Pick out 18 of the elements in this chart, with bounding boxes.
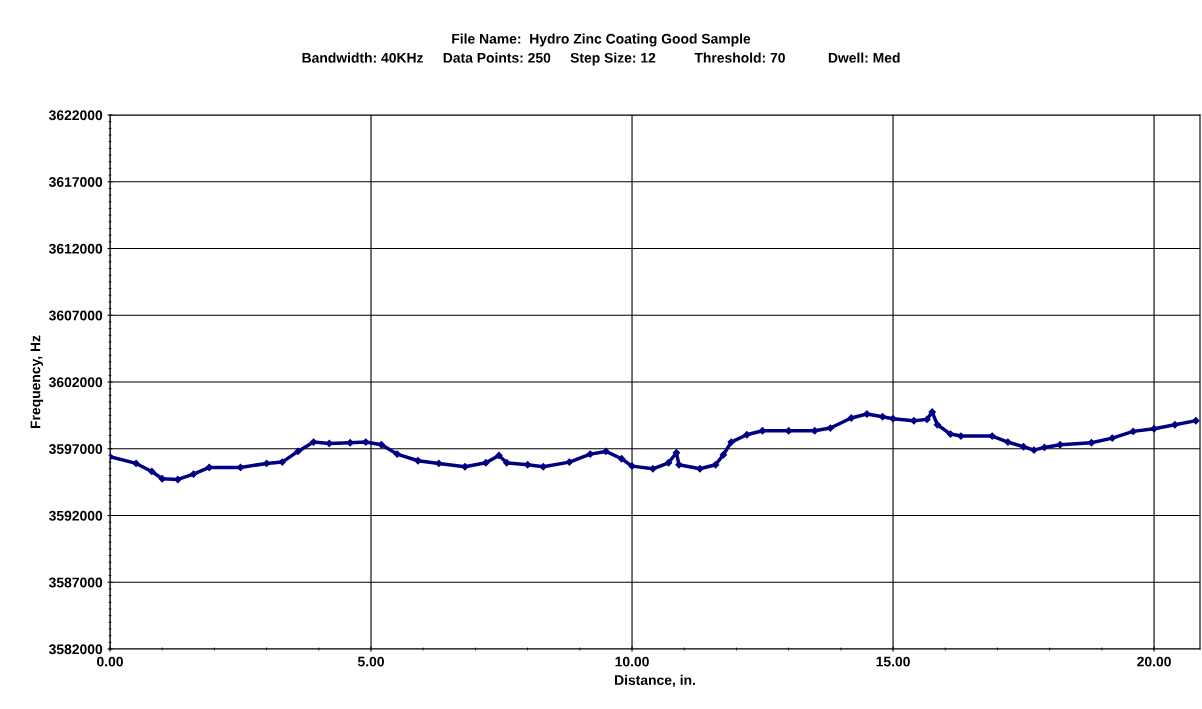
- x-axis-title: Distance, in.: [615, 674, 695, 688]
- y-tick-label: 3597000: [48, 444, 103, 454]
- x-tick-label: 0.00: [97, 656, 123, 667]
- y-tick-label: 3582000: [48, 644, 103, 655]
- chart-title: File Name: Hydro Zinc Coating Good Sample: [452, 33, 751, 47]
- x-tick-label: 15.00: [876, 656, 910, 667]
- y-tick-label: 3612000: [48, 243, 103, 254]
- x-tick-label: 10.00: [615, 656, 649, 667]
- chart-subtitle: Bandwidth: 40KHz Data Points: 250 Step Size: 12 Threshold: 70 Dwell: Med: [302, 52, 900, 66]
- y-tick-label: 3607000: [48, 310, 103, 321]
- y-axis-title: Frequency, Hz: [30, 335, 44, 429]
- x-tick-label: 5.00: [357, 656, 384, 667]
- y-tick-label: 3592000: [48, 510, 103, 521]
- y-tick-label: 3622000: [48, 110, 103, 121]
- y-tick-label: 3617000: [48, 177, 103, 187]
- y-tick-label: 3602000: [48, 377, 103, 388]
- y-tick-label: 3587000: [48, 577, 103, 588]
- x-tick-label: 20.00: [1137, 656, 1171, 667]
